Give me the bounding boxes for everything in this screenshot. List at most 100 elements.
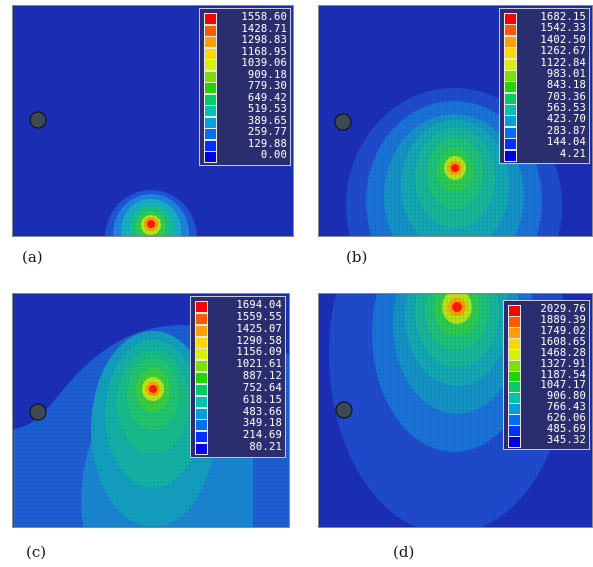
legend-value: 144.04 xyxy=(546,136,586,149)
legend-swatch xyxy=(195,372,208,385)
legend-swatch xyxy=(195,383,208,396)
legend-entry: 423.70 xyxy=(504,113,586,128)
legend-value: 0.00 xyxy=(260,149,287,162)
legend-swatch xyxy=(204,24,217,37)
legend-entry: 843.18 xyxy=(504,79,586,94)
legend-entry: 259.77 xyxy=(204,126,287,141)
legend-swatch xyxy=(204,59,217,72)
tooth-marker xyxy=(334,113,352,131)
legend-swatch xyxy=(204,13,217,25)
legend-swatch xyxy=(204,139,217,152)
legend-entry: 1327.91 xyxy=(508,357,586,373)
legend-value: 519.53 xyxy=(247,103,287,116)
legend-value: 483.66 xyxy=(242,405,282,418)
legend-swatch xyxy=(195,360,208,373)
legend-swatch xyxy=(195,419,208,432)
legend-value: 4.21 xyxy=(559,147,586,160)
legend-entry: 618.15 xyxy=(195,393,282,409)
legend-value: 1327.91 xyxy=(540,357,586,370)
legend-value: 345.32 xyxy=(546,434,586,447)
caption-b: (b) xyxy=(346,248,368,266)
color-legend-c: 1694.04 1559.55 1425.07 1290.58 1156.09 1021.… xyxy=(190,296,286,458)
color-legend-b: 1682.15 1542.33 1402.50 1262.67 1122.84 983.0… xyxy=(499,8,590,164)
legend-swatch xyxy=(204,70,217,83)
legend-value: 1608.65 xyxy=(540,335,586,348)
legend-value: 1542.33 xyxy=(540,22,586,35)
caption-c: (c) xyxy=(26,543,47,561)
legend-value: 909.18 xyxy=(247,68,287,81)
legend-entry: 1542.33 xyxy=(504,22,586,37)
legend-entry: 779.30 xyxy=(204,80,287,95)
legend-value: 766.43 xyxy=(546,401,586,414)
legend-entry: 214.69 xyxy=(195,429,282,444)
legend-swatch xyxy=(195,301,208,313)
legend-entry: 649.42 xyxy=(204,91,287,107)
legend-value: 563.53 xyxy=(546,102,586,115)
legend-value: 843.18 xyxy=(546,79,586,92)
legend-value: 1402.50 xyxy=(540,33,586,46)
legend-entry: 703.36 xyxy=(504,90,586,106)
legend-entry: 349.18 xyxy=(195,417,282,432)
legend-entry: 1187.54 xyxy=(508,369,586,384)
legend-swatch xyxy=(204,36,217,49)
legend-value: 1039.06 xyxy=(241,57,287,70)
legend-value: 752.64 xyxy=(242,381,282,394)
legend-swatch xyxy=(195,431,208,444)
legend-value: 1262.67 xyxy=(540,45,586,58)
legend-entry: 1694.04 xyxy=(195,299,282,314)
legend-value: 283.87 xyxy=(546,124,586,137)
legend-entry: 389.65 xyxy=(204,115,287,130)
legend-entry: 887.12 xyxy=(195,370,282,385)
legend-value: 1425.07 xyxy=(236,322,282,335)
legend-swatch xyxy=(195,348,208,361)
legend-value: 703.36 xyxy=(546,90,586,103)
legend-entry: 519.53 xyxy=(204,103,287,118)
legend-swatch xyxy=(204,116,217,129)
legend-entry: 345.32 xyxy=(508,434,586,449)
legend-swatch xyxy=(195,324,208,337)
legend-entry: 4.21 xyxy=(504,147,586,163)
legend-swatch xyxy=(204,82,217,95)
legend-value: 779.30 xyxy=(247,80,287,93)
legend-value: 214.69 xyxy=(242,429,282,442)
legend-value: 423.70 xyxy=(546,113,586,126)
color-legend-d: 2029.76 1889.39 1749.02 1608.65 1468.28 1327.… xyxy=(503,300,590,450)
legend-value: 1428.71 xyxy=(241,22,287,35)
legend-value: 626.06 xyxy=(546,412,586,425)
legend-entry: 906.80 xyxy=(508,390,586,405)
legend-entry: 1021.61 xyxy=(195,358,282,373)
legend-entry: 485.69 xyxy=(508,423,586,438)
legend-entry: 1559.55 xyxy=(195,311,282,326)
legend-value: 1889.39 xyxy=(540,313,586,326)
legend-value: 618.15 xyxy=(242,393,282,406)
legend-entry: 1558.60 xyxy=(204,11,287,26)
legend-swatch xyxy=(195,395,208,408)
legend-entry: 1425.07 xyxy=(195,322,282,338)
legend-entry: 1168.95 xyxy=(204,46,287,61)
legend-swatch xyxy=(204,105,217,118)
legend-value: 649.42 xyxy=(247,91,287,104)
legend-entry: 1262.67 xyxy=(504,45,586,60)
legend-swatch xyxy=(204,151,217,164)
legend-entry: 0.00 xyxy=(204,149,287,164)
legend-entry: 1156.09 xyxy=(195,346,282,361)
legend-swatch xyxy=(195,312,208,325)
caption-a: (a) xyxy=(22,248,43,266)
legend-value: 1290.58 xyxy=(236,334,282,347)
legend-value: 129.88 xyxy=(247,137,287,150)
contour-plot-c: 1694.04 1559.55 1425.07 1290.58 1156.09 1021.… xyxy=(12,293,290,528)
legend-value: 1021.61 xyxy=(236,358,282,371)
legend-entry: 909.18 xyxy=(204,68,287,84)
legend-value: 2029.76 xyxy=(540,303,586,315)
caption-d: (d) xyxy=(393,543,415,561)
legend-value: 1694.04 xyxy=(236,299,282,311)
legend-entry: 1290.58 xyxy=(195,334,282,350)
legend-entry: 1122.84 xyxy=(504,56,586,72)
legend-value: 1122.84 xyxy=(540,56,586,69)
legend-swatch xyxy=(504,149,517,162)
contour-plot-b: 1682.15 1542.33 1402.50 1262.67 1122.84 983.0… xyxy=(318,5,593,237)
legend-swatch xyxy=(204,128,217,141)
legend-value: 906.80 xyxy=(546,390,586,403)
legend-entry: 129.88 xyxy=(204,137,287,153)
legend-value: 1558.60 xyxy=(241,11,287,23)
